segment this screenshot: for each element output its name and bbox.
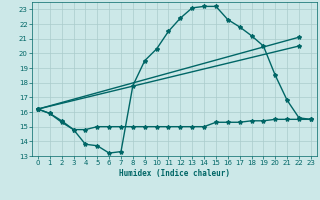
X-axis label: Humidex (Indice chaleur): Humidex (Indice chaleur) bbox=[119, 169, 230, 178]
